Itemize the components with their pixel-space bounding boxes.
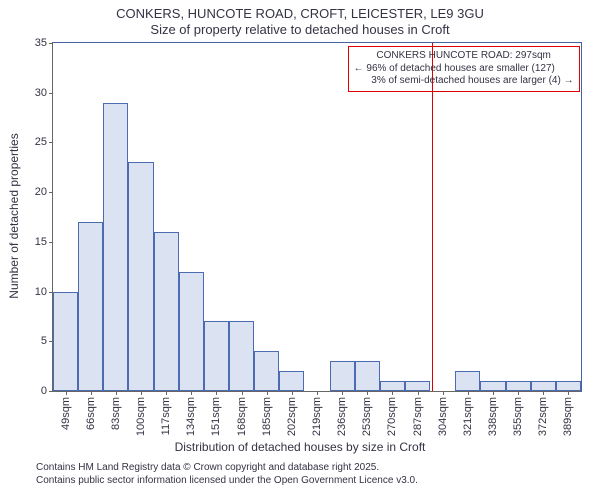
- annotation-line: 3% of semi-detached houses are larger (4…: [354, 75, 574, 88]
- x-tick-mark: [116, 391, 117, 395]
- y-tick-label: 10: [35, 286, 47, 298]
- y-tick-label: 35: [35, 37, 47, 49]
- attribution-line2: Contains public sector information licen…: [36, 475, 418, 488]
- histogram-bar: [78, 222, 103, 391]
- annotation-box: CONKERS HUNCOTE ROAD: 297sqm← 96% of det…: [348, 46, 580, 92]
- annotation-line: ← 96% of detached houses are smaller (12…: [354, 63, 574, 76]
- x-tick-label: 185sqm: [261, 397, 273, 436]
- y-tick-mark: [49, 43, 53, 44]
- x-tick-label: 100sqm: [135, 397, 147, 436]
- histogram-bar: [480, 381, 505, 391]
- x-tick-mark: [242, 391, 243, 395]
- histogram-bar: [506, 381, 531, 391]
- x-tick-label: 236sqm: [336, 397, 348, 436]
- x-tick-label: 253sqm: [361, 397, 373, 436]
- histogram-bar: [53, 292, 78, 391]
- x-tick-label: 117sqm: [160, 397, 172, 435]
- marker-line: [432, 43, 433, 391]
- plot-area: 0510152025303549sqm66sqm83sqm100sqm117sq…: [52, 42, 582, 392]
- histogram-bar: [455, 371, 480, 391]
- x-tick-label: 287sqm: [412, 397, 424, 436]
- x-tick-label: 151sqm: [210, 397, 222, 436]
- chart-title-line2: Size of property relative to detached ho…: [0, 22, 600, 37]
- x-tick-label: 304sqm: [437, 397, 449, 436]
- x-tick-label: 338sqm: [487, 397, 499, 436]
- x-tick-label: 321sqm: [462, 397, 474, 436]
- histogram-bar: [128, 162, 153, 391]
- histogram-bar: [330, 361, 355, 391]
- x-tick-mark: [267, 391, 268, 395]
- chart-title-line1: CONKERS, HUNCOTE ROAD, CROFT, LEICESTER,…: [0, 6, 600, 21]
- y-tick-label: 15: [35, 236, 47, 248]
- x-tick-label: 134sqm: [185, 397, 197, 436]
- histogram-bar: [380, 381, 405, 391]
- histogram-bar: [179, 272, 204, 391]
- attribution-line1: Contains HM Land Registry data © Crown c…: [36, 462, 418, 475]
- x-tick-mark: [66, 391, 67, 395]
- x-tick-mark: [216, 391, 217, 395]
- chart-container: CONKERS, HUNCOTE ROAD, CROFT, LEICESTER,…: [0, 0, 600, 500]
- x-tick-label: 355sqm: [512, 397, 524, 436]
- x-tick-label: 219sqm: [311, 397, 323, 436]
- x-tick-mark: [317, 391, 318, 395]
- attribution-text: Contains HM Land Registry data © Crown c…: [36, 462, 418, 487]
- x-tick-label: 202sqm: [286, 397, 298, 436]
- histogram-bar: [204, 321, 229, 391]
- x-tick-mark: [367, 391, 368, 395]
- y-tick-mark: [49, 242, 53, 243]
- histogram-bar: [405, 381, 430, 391]
- x-axis-label: Distribution of detached houses by size …: [0, 440, 600, 454]
- x-tick-mark: [191, 391, 192, 395]
- x-tick-mark: [166, 391, 167, 395]
- y-tick-mark: [49, 192, 53, 193]
- x-tick-label: 168sqm: [236, 397, 248, 436]
- histogram-bar: [556, 381, 581, 391]
- x-tick-label: 83sqm: [110, 397, 122, 430]
- y-tick-label: 25: [35, 136, 47, 148]
- x-tick-mark: [292, 391, 293, 395]
- annotation-line: CONKERS HUNCOTE ROAD: 297sqm: [354, 50, 574, 63]
- histogram-bar: [355, 361, 380, 391]
- histogram-bar: [229, 321, 254, 391]
- histogram-bar: [279, 371, 304, 391]
- y-tick-label: 20: [35, 186, 47, 198]
- y-tick-mark: [49, 93, 53, 94]
- x-tick-label: 66sqm: [85, 397, 97, 430]
- x-tick-label: 372sqm: [537, 397, 549, 436]
- x-tick-label: 270sqm: [386, 397, 398, 436]
- x-tick-mark: [418, 391, 419, 395]
- y-tick-label: 5: [41, 335, 47, 347]
- x-tick-mark: [91, 391, 92, 395]
- y-tick-label: 30: [35, 87, 47, 99]
- y-tick-mark: [49, 142, 53, 143]
- x-tick-mark: [543, 391, 544, 395]
- x-tick-mark: [141, 391, 142, 395]
- x-tick-mark: [518, 391, 519, 395]
- y-tick-mark: [49, 391, 53, 392]
- x-tick-label: 389sqm: [562, 397, 574, 436]
- x-tick-mark: [493, 391, 494, 395]
- histogram-bar: [254, 351, 279, 391]
- y-axis-label: Number of detached properties: [7, 133, 21, 298]
- x-tick-label: 49sqm: [60, 397, 72, 430]
- x-tick-mark: [568, 391, 569, 395]
- y-tick-label: 0: [41, 385, 47, 397]
- x-tick-mark: [468, 391, 469, 395]
- histogram-bar: [154, 232, 179, 391]
- histogram-bar: [103, 103, 128, 391]
- x-tick-mark: [392, 391, 393, 395]
- x-tick-mark: [443, 391, 444, 395]
- x-tick-mark: [342, 391, 343, 395]
- histogram-bar: [531, 381, 556, 391]
